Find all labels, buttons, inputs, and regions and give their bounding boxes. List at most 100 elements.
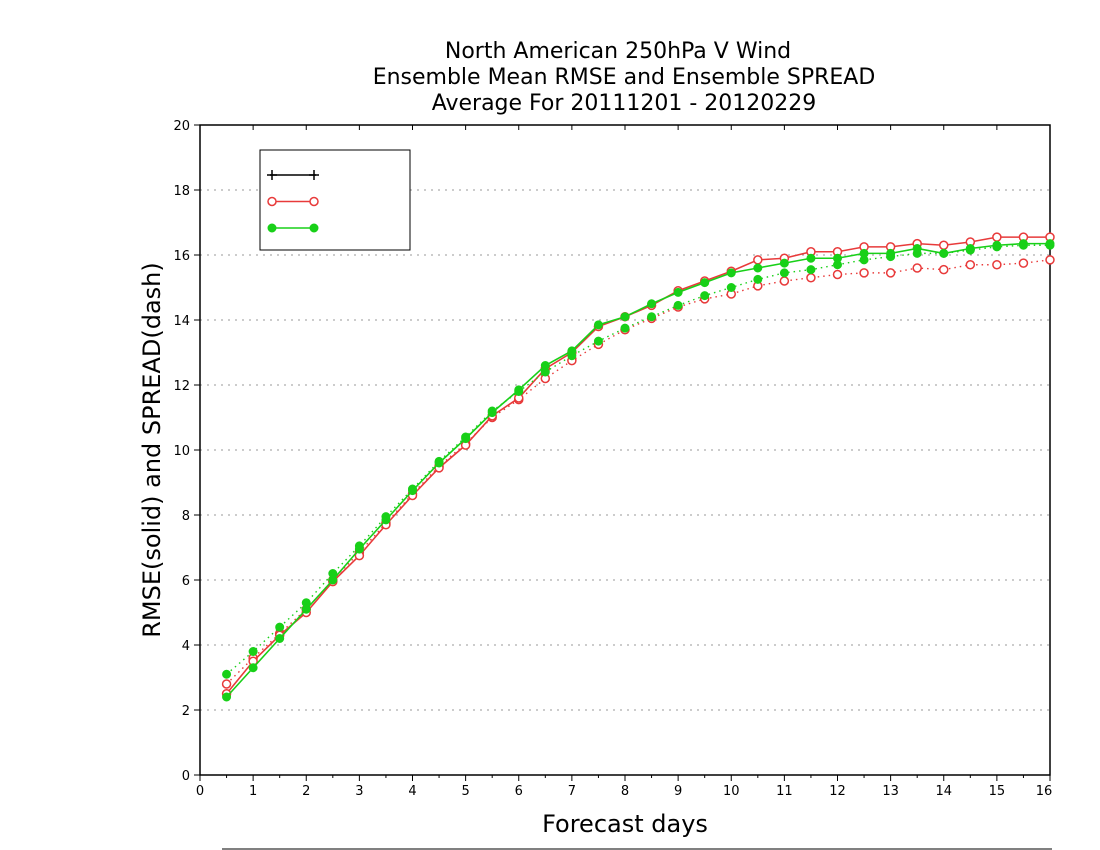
legend-item <box>267 223 319 233</box>
series-1-spread-point <box>939 264 949 275</box>
series-2-rmse-point <box>381 515 391 525</box>
chart-title-line-3: Average For 20111201 - 20120229 <box>432 91 817 116</box>
series-1-spread-point <box>912 263 922 273</box>
series-1-rmse-line <box>225 236 1050 695</box>
series-2-spread-point <box>753 274 763 284</box>
series-1-spread <box>221 255 1055 689</box>
series-2-rmse-point <box>328 575 338 585</box>
series-2-rmse-point <box>965 244 975 253</box>
series-2-rmse-point <box>806 253 816 263</box>
x-tick-label: 16 <box>1036 784 1053 799</box>
x-tick-label: 6 <box>515 784 523 799</box>
x-tick-label: 0 <box>196 784 204 799</box>
x-tick-label: 2 <box>302 784 310 799</box>
legend-marker-left <box>267 170 277 180</box>
y-tick-label: 18 <box>173 184 190 199</box>
legend-item <box>267 170 319 180</box>
series-2-spread-point <box>620 323 630 333</box>
x-tick-label: 1 <box>249 784 257 799</box>
y-tick-label: 2 <box>182 704 190 719</box>
series-1-spread-point <box>221 679 232 689</box>
series-2-spread-point <box>673 300 683 310</box>
y-axis-label: RMSE(solid) and SPREAD(dash) <box>138 262 166 638</box>
series-1-spread-point <box>885 268 896 278</box>
series-2-rmse-point <box>593 320 603 330</box>
series-1-spread-point <box>1045 255 1055 265</box>
series-1-spread-point <box>1018 258 1029 268</box>
x-tick-label: 5 <box>461 784 469 799</box>
series-2-rmse-point <box>912 244 922 253</box>
legend-marker-left <box>267 223 277 233</box>
series-2-rmse-point <box>248 663 258 673</box>
series-2-rmse-point <box>1045 239 1055 249</box>
legend-item <box>267 196 319 207</box>
series-2-rmse-point <box>354 544 364 554</box>
series-2-rmse-point <box>567 346 577 356</box>
series-1-rmse <box>221 232 1055 699</box>
x-tick-label: 10 <box>723 784 740 799</box>
series-2-spread-point <box>248 647 258 656</box>
legend-marker-right <box>309 196 319 207</box>
series-2-rmse-line <box>225 242 1050 698</box>
y-tick-label: 10 <box>173 444 190 459</box>
series-1-spread-point <box>965 260 976 270</box>
series-2-rmse-point <box>514 385 524 395</box>
series-1-spread-point <box>859 268 869 278</box>
series-2-rmse-point <box>620 312 630 322</box>
y-tick-label: 8 <box>182 509 190 524</box>
series-2-spread-point <box>275 622 285 632</box>
chart-title-line-2: Ensemble Mean RMSE and Ensemble SPREAD <box>373 65 876 90</box>
series-2-rmse-point <box>726 268 736 278</box>
series-1-spread-point <box>779 276 790 286</box>
x-tick-label: 14 <box>935 784 952 799</box>
series-1-spread-point <box>832 269 843 280</box>
series-2-rmse-point <box>700 278 710 288</box>
series-2-rmse-point <box>753 263 763 273</box>
legend-box <box>259 149 411 251</box>
series-1-spread-point <box>806 273 816 283</box>
x-axis-label: Forecast days <box>542 810 708 838</box>
y-tick-label: 16 <box>173 249 190 264</box>
x-tick-label: 9 <box>674 784 682 799</box>
series-2-spread-line <box>226 244 1050 675</box>
series-2-rmse-point <box>275 634 285 643</box>
series-2-rmse-point <box>301 604 311 614</box>
series-2-rmse-point <box>939 248 949 258</box>
plot-frame <box>199 124 1051 776</box>
y-tick-label: 0 <box>182 769 190 784</box>
series-2-spread-point <box>779 268 789 278</box>
y-tick-label: 4 <box>182 639 190 654</box>
series-2-rmse-point <box>408 486 417 496</box>
series-2-spread-point <box>222 669 232 679</box>
series-2-rmse-point <box>1018 239 1028 249</box>
series-1-spread-point <box>992 260 1002 270</box>
series-2-rmse-point <box>859 248 869 258</box>
x-tick-label: 8 <box>621 784 629 799</box>
legend <box>259 149 411 251</box>
series-2-spread-point <box>726 283 736 292</box>
series-2-rmse-point <box>461 434 471 444</box>
x-tick-label: 13 <box>882 784 899 799</box>
series-2-rmse-point <box>673 287 683 297</box>
y-tick-label: 12 <box>173 379 190 394</box>
chart-title-line-1: North American 250hPa V Wind <box>445 39 791 64</box>
x-tick-label: 12 <box>829 784 846 799</box>
series-1-rmse-point <box>992 232 1002 242</box>
series-2-rmse <box>222 239 1055 702</box>
series-2-rmse-point <box>833 253 842 263</box>
series-2-rmse-point <box>886 248 896 258</box>
series-2-spread <box>222 240 1055 679</box>
x-tick-label: 11 <box>776 784 793 799</box>
series-2-spread-point <box>700 291 710 301</box>
series-2-spread-point <box>647 312 657 322</box>
x-tick-label: 15 <box>989 784 1006 799</box>
series-2-rmse-point <box>540 361 550 370</box>
series-2-rmse-point <box>222 692 232 702</box>
legend-marker-left <box>267 196 277 207</box>
y-tick-label: 6 <box>182 574 190 589</box>
legend-marker-right <box>309 170 319 180</box>
x-tick-label: 4 <box>408 784 416 799</box>
x-tick-label: 3 <box>355 784 363 799</box>
